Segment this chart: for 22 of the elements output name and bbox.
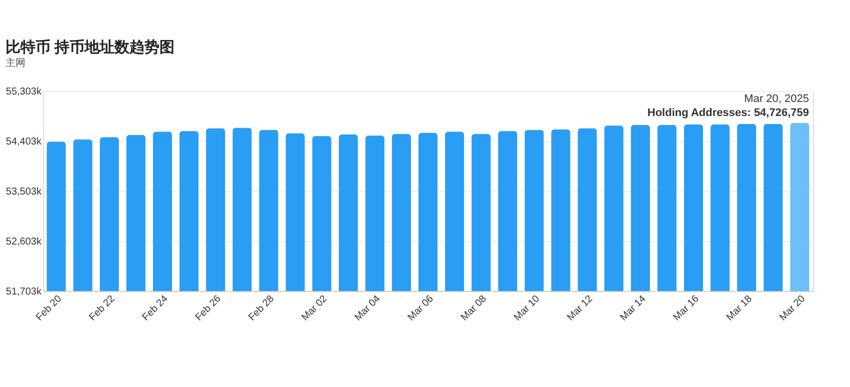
- y-tick-label: 55,303k: [6, 86, 42, 98]
- x-tick-label: Mar 16: [672, 293, 702, 324]
- x-tick-label: Mar 14: [618, 293, 648, 324]
- x-tick-label: Mar 02: [300, 293, 330, 324]
- x-tick-label: Mar 18: [724, 293, 755, 324]
- x-tick-label: Feb 24: [140, 293, 171, 324]
- x-tick-label: Mar 12: [565, 293, 596, 324]
- annotation: Holding Addresses: 54,726,759: [647, 107, 809, 119]
- y-tick-label: 52,603k: [6, 236, 42, 248]
- chart-subtitle: 主网: [5, 57, 26, 69]
- x-tick-label: Mar 20: [778, 293, 808, 324]
- x-tick-label: Mar 10: [512, 293, 542, 324]
- chart-title: 比特币 持币地址数趋势图: [5, 39, 175, 56]
- x-tick-label: Feb 22: [87, 293, 118, 324]
- x-tick-label: Mar 04: [352, 293, 383, 324]
- x-tick-label: Mar 06: [406, 293, 436, 324]
- x-tick-label: Feb 26: [194, 293, 224, 324]
- x-tick-label: Mar 08: [459, 293, 490, 324]
- y-tick-label: 54,403k: [6, 136, 42, 148]
- x-tick-label: Feb 28: [246, 293, 277, 324]
- y-tick-label: 53,503k: [6, 186, 42, 198]
- annotation: Mar 20, 2025: [744, 93, 809, 105]
